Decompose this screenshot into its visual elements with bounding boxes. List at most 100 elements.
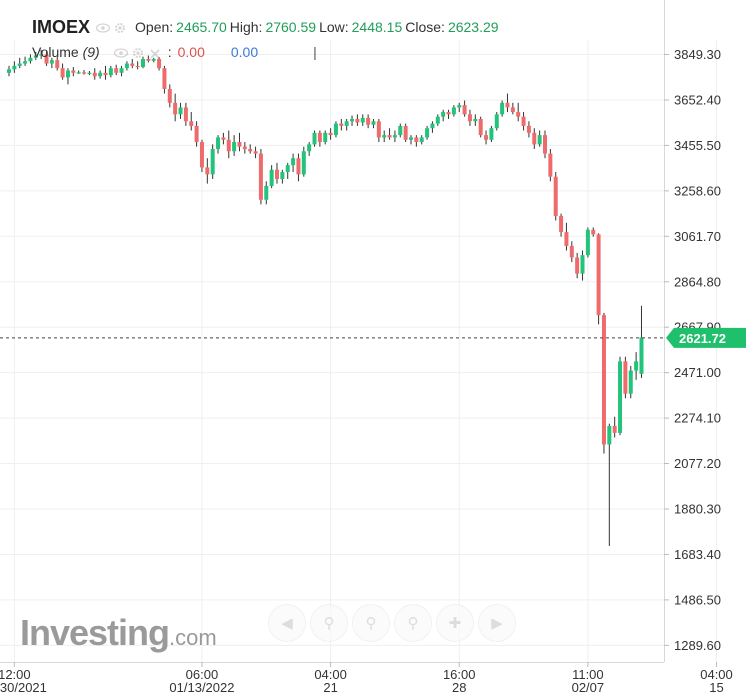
candle bbox=[435, 114, 440, 126]
candle-body bbox=[221, 137, 226, 140]
candle-body bbox=[441, 112, 446, 117]
y-axis: 3849.30 3652.40 3455.50 3258.60 3061.70 2864.… bbox=[664, 0, 721, 662]
candle bbox=[264, 181, 269, 205]
candle bbox=[178, 102, 183, 119]
candle-body bbox=[194, 125, 199, 143]
close-icon[interactable] bbox=[150, 46, 164, 59]
candle bbox=[183, 102, 188, 126]
candle-body bbox=[60, 68, 65, 78]
candle bbox=[280, 169, 285, 184]
candle bbox=[623, 356, 628, 399]
candle bbox=[87, 70, 92, 76]
volume-separator: : bbox=[167, 44, 172, 60]
candle bbox=[92, 68, 97, 80]
candle bbox=[103, 65, 108, 80]
zoom-in-icon[interactable]: ⚲ bbox=[394, 604, 432, 642]
candle-body bbox=[339, 123, 344, 126]
candle-body bbox=[280, 172, 285, 179]
candle bbox=[119, 65, 124, 77]
candle bbox=[269, 165, 274, 189]
candle bbox=[23, 56, 28, 66]
gear-icon[interactable] bbox=[132, 46, 146, 58]
candle-body bbox=[141, 58, 145, 68]
candle bbox=[108, 65, 113, 78]
x-tick-label-top: 12:00 bbox=[0, 667, 31, 682]
candle bbox=[462, 100, 467, 117]
arrow-right-icon[interactable]: ▶ bbox=[478, 604, 516, 642]
candle-body bbox=[162, 68, 167, 89]
candle-body bbox=[639, 337, 644, 374]
candle-body bbox=[296, 158, 301, 175]
zoom-out-icon[interactable]: ⚲ bbox=[310, 604, 348, 642]
y-tick-label: 1880.30 bbox=[674, 502, 721, 517]
open-label: Open: bbox=[135, 19, 174, 35]
candle-body bbox=[366, 117, 371, 125]
candle bbox=[344, 118, 349, 131]
candle-body bbox=[39, 54, 44, 56]
candle bbox=[451, 105, 456, 117]
candle-body bbox=[360, 117, 365, 123]
candle-body bbox=[462, 105, 467, 115]
zoom-reset-icon[interactable]: ⚲ bbox=[352, 604, 390, 642]
candle bbox=[33, 52, 38, 61]
candle-body bbox=[623, 361, 628, 394]
volume-cursor: | bbox=[313, 44, 317, 60]
candle-body bbox=[489, 128, 494, 140]
candle bbox=[226, 130, 231, 159]
candle-body bbox=[178, 107, 183, 115]
eye-icon[interactable] bbox=[95, 21, 111, 33]
candle bbox=[543, 130, 547, 159]
eye-icon[interactable] bbox=[113, 46, 128, 58]
candle bbox=[618, 356, 623, 436]
candle-body bbox=[285, 165, 290, 173]
candle-body bbox=[237, 142, 242, 147]
candle bbox=[430, 121, 435, 133]
candle bbox=[28, 54, 33, 64]
candle-body bbox=[291, 158, 296, 166]
candle-body bbox=[328, 132, 333, 136]
candle-body bbox=[387, 135, 392, 138]
volume-label[interactable]: Volume bbox=[32, 44, 79, 60]
candle bbox=[607, 423, 612, 547]
candle-body bbox=[49, 60, 54, 64]
y-tick-label: 3061.70 bbox=[674, 229, 721, 244]
candle bbox=[258, 148, 263, 205]
candle bbox=[216, 135, 221, 154]
candle-body bbox=[596, 234, 601, 316]
brand-suffix: .com bbox=[169, 625, 217, 650]
candle bbox=[312, 130, 317, 147]
candle bbox=[441, 109, 446, 122]
candle-body bbox=[119, 68, 124, 73]
symbol-name[interactable]: IMOEX bbox=[32, 16, 91, 37]
candle-body bbox=[307, 144, 312, 152]
gear-icon[interactable] bbox=[114, 21, 128, 33]
candle-body bbox=[350, 118, 355, 122]
volume-period: (9) bbox=[82, 44, 100, 60]
low-label: Low: bbox=[319, 19, 349, 35]
candle-body bbox=[526, 125, 531, 133]
arrow-left-icon[interactable]: ◀ bbox=[268, 604, 306, 642]
candle-body bbox=[484, 135, 489, 140]
volume-value-2: 0.00 bbox=[230, 44, 259, 60]
candle bbox=[553, 172, 558, 221]
candle-body bbox=[376, 121, 381, 138]
x-tick-label-bottom: 21 bbox=[323, 680, 337, 695]
candle-body bbox=[71, 70, 76, 73]
candle bbox=[532, 128, 537, 149]
candle bbox=[355, 114, 360, 126]
candle-body bbox=[553, 176, 558, 216]
candle-body bbox=[532, 132, 537, 145]
candle-body bbox=[114, 68, 119, 73]
y-tick-label: 3455.50 bbox=[674, 138, 721, 153]
chart-header: IMOEX Open: 2465.70 High: 2760.59 Low: 2… bbox=[32, 14, 499, 40]
candle bbox=[275, 162, 279, 184]
candle bbox=[296, 153, 301, 182]
high-value: 2760.59 bbox=[265, 19, 317, 35]
candle-body bbox=[451, 107, 456, 115]
fit-icon[interactable]: ✚ bbox=[436, 604, 474, 642]
x-tick-label-top: 04:00 bbox=[314, 667, 347, 682]
x-tick-label-top: 11:00 bbox=[572, 667, 604, 682]
candle bbox=[510, 102, 515, 115]
candle bbox=[55, 56, 60, 71]
